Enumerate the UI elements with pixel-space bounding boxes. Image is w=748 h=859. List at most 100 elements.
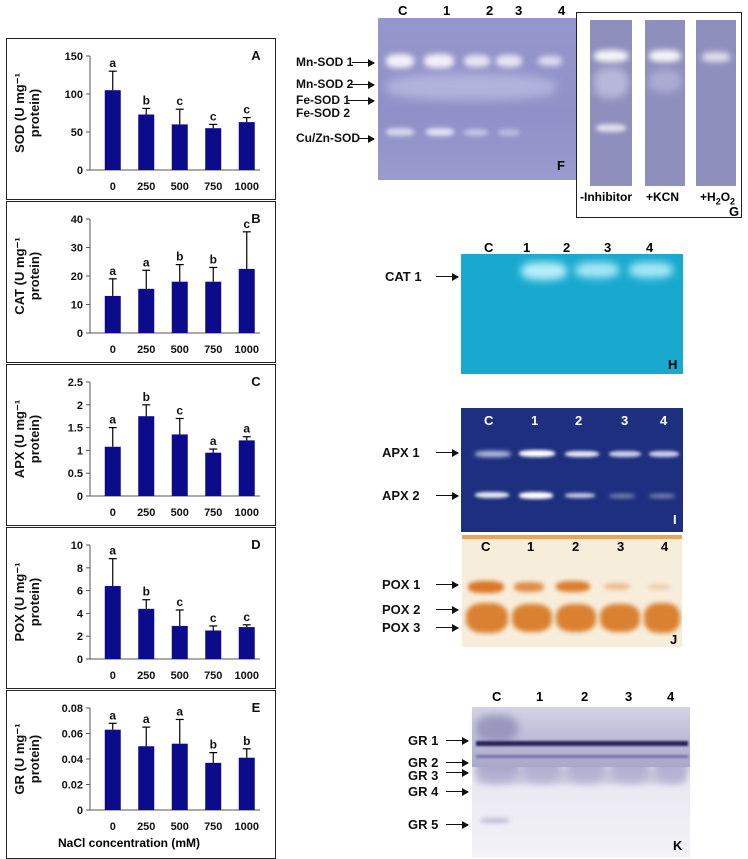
- band-label-gr-4: GR 4: [408, 784, 439, 799]
- band-label-gr-1: GR 1: [408, 733, 439, 748]
- significance-letter: b: [210, 252, 217, 266]
- x-tick-label: 750: [204, 344, 222, 356]
- significance-letter: a: [109, 413, 116, 427]
- lane-label-h2o2-part: 2: [730, 196, 736, 207]
- x-tick-label: 1000: [235, 344, 259, 356]
- bar: [138, 288, 155, 333]
- y-axis-label: POX (U mg⁻¹: [12, 562, 27, 641]
- sod-gel: [378, 18, 577, 180]
- gel-j-lane-label: 2: [572, 539, 580, 554]
- y-tick-label: 4: [77, 608, 84, 620]
- chart-panel-b: [6, 201, 276, 363]
- band-arrow: [358, 134, 375, 143]
- significance-letter: b: [143, 585, 150, 599]
- y-tick-label: 20: [71, 271, 83, 283]
- significance-letter: b: [243, 734, 250, 748]
- gel-band: [386, 74, 556, 100]
- gel-i-lane-label: 1: [531, 413, 539, 428]
- y-tick-label: 1.5: [68, 423, 83, 435]
- band-arrow: [436, 448, 459, 457]
- apx-gel: [461, 408, 683, 532]
- significance-letter: a: [143, 712, 150, 726]
- band-label-mn-sod-2: Mn-SOD 2: [296, 77, 354, 91]
- y-axis-label: protein): [27, 578, 42, 626]
- band-label-cu-zn-sod: Cu/Zn-SOD: [296, 131, 360, 145]
- y-tick-label: 0.04: [62, 754, 84, 766]
- panel-letter-j: J: [670, 632, 678, 647]
- band-arrow: [436, 580, 459, 589]
- bar: [138, 416, 155, 496]
- gr-gel: [472, 762, 690, 857]
- y-tick-label: 0: [77, 654, 83, 666]
- bar: [205, 281, 222, 333]
- gel-band: [424, 54, 454, 68]
- band-arrow: [446, 768, 469, 777]
- band-label-pox-1: POX 1: [382, 577, 421, 592]
- gel-h-lane-label: C: [484, 240, 494, 255]
- y-tick-label: 1: [77, 445, 83, 457]
- significance-letter: a: [243, 422, 250, 436]
- y-tick-label: 150: [65, 51, 83, 63]
- significance-letter: a: [143, 255, 150, 269]
- y-tick-label: 0.5: [68, 468, 83, 480]
- bar: [138, 746, 155, 810]
- lane-label-h2o2-part: 2: [715, 196, 721, 207]
- y-axis-label: protein): [27, 252, 42, 300]
- band-label-gr-5: GR 5: [408, 817, 439, 832]
- gel-k-lane-label: 2: [581, 689, 589, 704]
- y-tick-label: 40: [71, 214, 83, 226]
- gel-band: [496, 55, 522, 67]
- bar: [205, 452, 222, 496]
- bar: [138, 608, 155, 659]
- significance-letter: a: [176, 704, 183, 718]
- bar: [238, 268, 255, 333]
- gel-band: [498, 129, 520, 136]
- significance-letter: c: [176, 403, 183, 417]
- gel-h-lane-label: 4: [646, 240, 654, 255]
- y-axis-label: protein): [27, 735, 42, 783]
- x-tick-label: 750: [204, 181, 222, 193]
- bar: [238, 122, 255, 170]
- panel-letter: E: [252, 700, 261, 715]
- x-tick-label: 0: [110, 344, 116, 356]
- lane-label-h2o2-part: +H: [700, 190, 716, 204]
- x-tick-label: 750: [204, 670, 222, 682]
- band-arrow: [436, 491, 459, 500]
- band-label-pox-2: POX 2: [382, 602, 421, 617]
- inhibitor-gel-lane: [590, 20, 632, 186]
- x-tick-label: 500: [171, 821, 189, 833]
- significance-letter: c: [243, 103, 250, 117]
- significance-letter: c: [210, 611, 217, 625]
- band-arrow: [446, 820, 469, 829]
- gel-k-lane-label: 1: [536, 689, 544, 704]
- band-label-pox-3: POX 3: [382, 620, 421, 635]
- significance-letter: a: [109, 708, 116, 722]
- x-tick-label: 500: [171, 670, 189, 682]
- pox-gel: [462, 535, 682, 647]
- y-axis-label: APX (U mg⁻¹: [12, 400, 27, 478]
- gel-h-lane-label: 2: [563, 240, 571, 255]
- bar: [171, 625, 188, 659]
- bar: [104, 446, 121, 496]
- y-tick-label: 0.08: [62, 703, 83, 715]
- y-tick-label: 0: [77, 328, 83, 340]
- band-label-gr-3: GR 3: [408, 768, 439, 783]
- bar: [238, 440, 255, 496]
- x-tick-label: 0: [110, 821, 116, 833]
- gel-band: [386, 128, 414, 136]
- band-label-gr-2: GR 2: [408, 755, 439, 770]
- y-tick-label: 0: [77, 165, 83, 177]
- band-label-fe-sod-1: Fe-SOD 1: [296, 93, 351, 107]
- gel-band: [386, 54, 414, 68]
- panel-letter: C: [251, 374, 261, 389]
- x-tick-label: 250: [137, 181, 155, 193]
- significance-letter: c: [243, 217, 250, 231]
- gel-h-lane-label: 3: [604, 240, 612, 255]
- y-tick-label: 100: [65, 89, 83, 101]
- panel-letter: B: [251, 211, 260, 226]
- gel-i-lane-label: 4: [660, 413, 668, 428]
- gel-band: [426, 128, 454, 136]
- panel-letter-k: K: [673, 838, 683, 853]
- x-tick-label: 1000: [235, 181, 259, 193]
- x-tick-label: 500: [171, 507, 189, 519]
